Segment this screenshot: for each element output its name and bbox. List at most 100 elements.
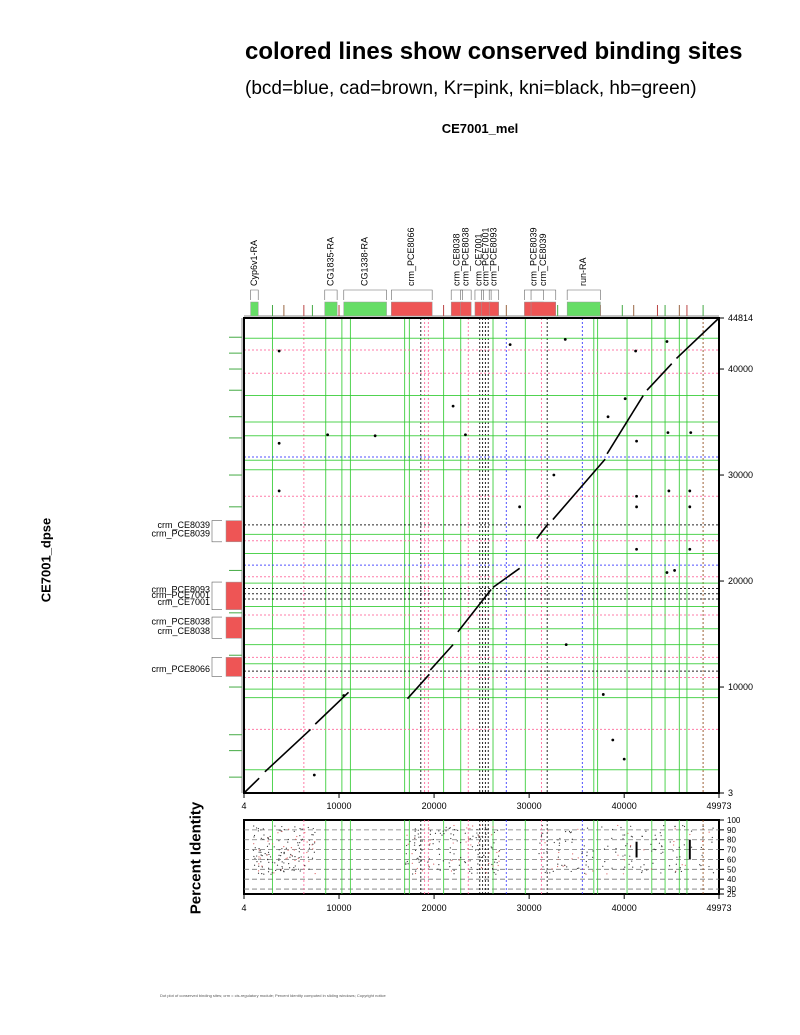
pi-point	[564, 830, 567, 833]
pi-point	[541, 856, 543, 859]
pi-point	[296, 835, 298, 838]
pi-point	[625, 845, 627, 847]
pi-point	[311, 844, 313, 846]
pi-point	[278, 849, 280, 851]
pi-point	[414, 842, 416, 844]
left-annotation-box	[225, 581, 243, 610]
x-tick-label: 4	[241, 801, 246, 811]
alignment-dot	[508, 343, 512, 347]
pi-point	[592, 856, 594, 858]
pi-point	[414, 828, 416, 830]
pi-point	[417, 833, 419, 835]
pi-point	[495, 873, 497, 875]
pi-point	[566, 866, 568, 868]
pi-point	[668, 865, 671, 867]
alignment-segment	[492, 567, 521, 589]
pi-point	[413, 844, 416, 846]
pi-point	[450, 833, 452, 835]
pi-point	[276, 864, 279, 866]
left-annotation-bracket	[211, 657, 222, 677]
pi-point	[449, 866, 451, 868]
pi-point	[464, 861, 467, 864]
pi-point	[280, 830, 282, 832]
alignment-dot	[552, 473, 556, 477]
pi-point	[298, 857, 300, 859]
pi-point	[283, 846, 285, 848]
top-annotation-label: CG1338-RA	[360, 237, 370, 286]
pi-point	[275, 869, 277, 872]
y-tick-label: 40000	[728, 364, 753, 374]
pi-point	[268, 843, 270, 845]
pi-point	[280, 855, 282, 857]
pi-point	[272, 843, 274, 845]
pi-point	[612, 828, 614, 831]
pi-point	[257, 870, 260, 872]
top-annotation-box	[488, 301, 499, 317]
pi-point	[477, 844, 479, 847]
pi-point	[558, 842, 561, 844]
pi-point	[655, 838, 657, 840]
pi-point	[311, 857, 314, 859]
pi-point	[493, 872, 495, 874]
pi-point	[626, 843, 628, 845]
pi-point	[429, 833, 431, 835]
x-tick-label: 20000	[422, 801, 447, 811]
pi-point	[294, 838, 297, 840]
pi-point	[496, 829, 499, 831]
pi-point	[416, 858, 418, 860]
pi-point	[297, 857, 299, 860]
pi-point	[439, 832, 441, 834]
pi-y-tick-label: 90	[727, 826, 736, 835]
x-tick-label: 40000	[612, 801, 637, 811]
top-annotation-bracket	[343, 289, 387, 300]
top-annotation-label: crm_PCE8093	[488, 227, 498, 286]
pi-point	[412, 873, 414, 875]
alignment-dot	[635, 505, 638, 509]
pi-point	[266, 845, 269, 847]
pi-point	[678, 846, 680, 848]
pi-point	[407, 863, 409, 865]
pi-point	[428, 827, 430, 829]
pi-point	[540, 835, 543, 837]
pi-point	[488, 852, 490, 854]
pi-point	[674, 825, 676, 827]
pi-y-tick-label: 80	[727, 836, 736, 845]
pi-point	[556, 865, 559, 868]
pi-point	[281, 825, 283, 828]
pi-point	[442, 860, 444, 862]
pi-point	[280, 851, 282, 854]
pi-point	[312, 827, 314, 830]
pi-point	[702, 825, 704, 828]
pi-point	[264, 852, 266, 855]
pi-point	[643, 849, 645, 851]
pi-point	[479, 824, 482, 826]
pi-point	[312, 843, 314, 845]
pi-point	[271, 861, 274, 863]
pi-point	[427, 861, 429, 863]
pi-point	[261, 855, 263, 857]
pi-point	[253, 843, 255, 845]
pi-point	[674, 871, 677, 873]
pi-point	[572, 853, 574, 855]
y-tick-label: 30000	[728, 470, 753, 480]
pi-x-tick-label: 49973	[706, 903, 731, 913]
pi-point	[540, 834, 543, 836]
pi-point	[689, 833, 691, 836]
pi-point	[314, 872, 316, 875]
top-annotation-label: crm_CE8038	[451, 233, 461, 286]
pi-point	[451, 859, 453, 862]
top-annotation-bracket	[524, 289, 544, 300]
pi-point	[557, 839, 559, 841]
top-annotation-bracket	[460, 289, 472, 300]
pi-point	[259, 857, 262, 859]
pi-point	[683, 825, 686, 828]
alignment-segment	[264, 728, 312, 773]
pi-point	[308, 839, 311, 841]
pi-point	[617, 854, 619, 856]
pi-point	[496, 851, 498, 854]
pi-point	[293, 830, 295, 832]
pi-point	[304, 864, 306, 867]
pi-point	[471, 846, 474, 848]
pi-point	[456, 840, 458, 842]
